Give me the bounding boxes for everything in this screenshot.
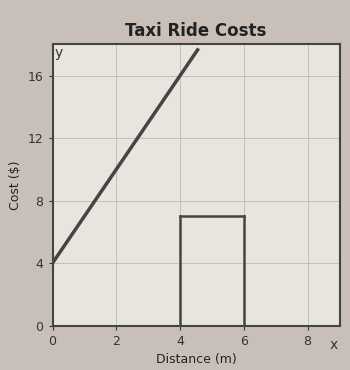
Text: y: y	[55, 46, 63, 60]
X-axis label: Distance (m): Distance (m)	[156, 353, 236, 366]
Y-axis label: Cost ($): Cost ($)	[9, 160, 22, 210]
Text: x: x	[330, 338, 338, 352]
Title: Taxi Ride Costs: Taxi Ride Costs	[125, 22, 267, 40]
